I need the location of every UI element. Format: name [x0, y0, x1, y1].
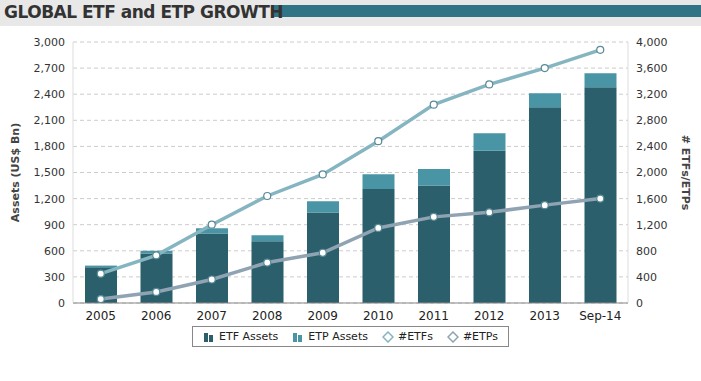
svg-text:2005: 2005: [85, 309, 116, 323]
html-text:#ETFs: #ETFs: [397, 330, 433, 343]
html-text:#ETPs: #ETPs: [462, 330, 498, 343]
svg-text:1,500: 1,500: [34, 166, 66, 179]
svg-text:2010: 2010: [363, 309, 394, 323]
svg-text:2009: 2009: [307, 309, 338, 323]
svg-text:2008: 2008: [252, 309, 283, 323]
svg-text:Assets (US$ Bn): Assets (US$ Bn): [9, 123, 22, 222]
svg-text:800: 800: [636, 245, 657, 258]
svg-text:300: 300: [44, 271, 65, 284]
svg-text:2007: 2007: [196, 309, 227, 323]
svg-text:600: 600: [44, 245, 65, 258]
svg-text:1,600: 1,600: [636, 193, 668, 206]
html-text:ETF Assets: ETF Assets: [219, 330, 279, 343]
html-text:ETP Assets: ETP Assets: [308, 330, 368, 343]
svg-text:3,000: 3,000: [34, 36, 66, 49]
svg-text:0: 0: [58, 297, 65, 310]
svg-text:2,800: 2,800: [636, 114, 668, 127]
svg-text:2013: 2013: [529, 309, 560, 323]
svg-text:3,600: 3,600: [636, 62, 668, 75]
html-text:GLOBAL ETF and ETP GROWTH: GLOBAL ETF and ETP GROWTH: [4, 2, 284, 22]
svg-text:4,000: 4,000: [636, 36, 668, 49]
svg-text:1,800: 1,800: [34, 140, 66, 153]
svg-text:2012: 2012: [474, 309, 505, 323]
svg-text:Sep-14: Sep-14: [579, 309, 621, 323]
svg-text:3,200: 3,200: [636, 88, 668, 101]
svg-text:2,700: 2,700: [34, 62, 66, 75]
svg-text:2011: 2011: [418, 309, 449, 323]
svg-text:1,200: 1,200: [636, 219, 668, 232]
svg-text:900: 900: [44, 219, 65, 232]
svg-text:2,000: 2,000: [636, 166, 668, 179]
svg-text:0: 0: [636, 297, 643, 310]
svg-text:2,100: 2,100: [34, 114, 66, 127]
svg-text:# ETFs/ETPs: # ETFs/ETPs: [679, 135, 692, 211]
svg-text:2006: 2006: [141, 309, 172, 323]
svg-text:2,400: 2,400: [34, 88, 66, 101]
svg-text:1,200: 1,200: [34, 193, 66, 206]
svg-text:400: 400: [636, 271, 657, 284]
svg-text:2,400: 2,400: [636, 140, 668, 153]
